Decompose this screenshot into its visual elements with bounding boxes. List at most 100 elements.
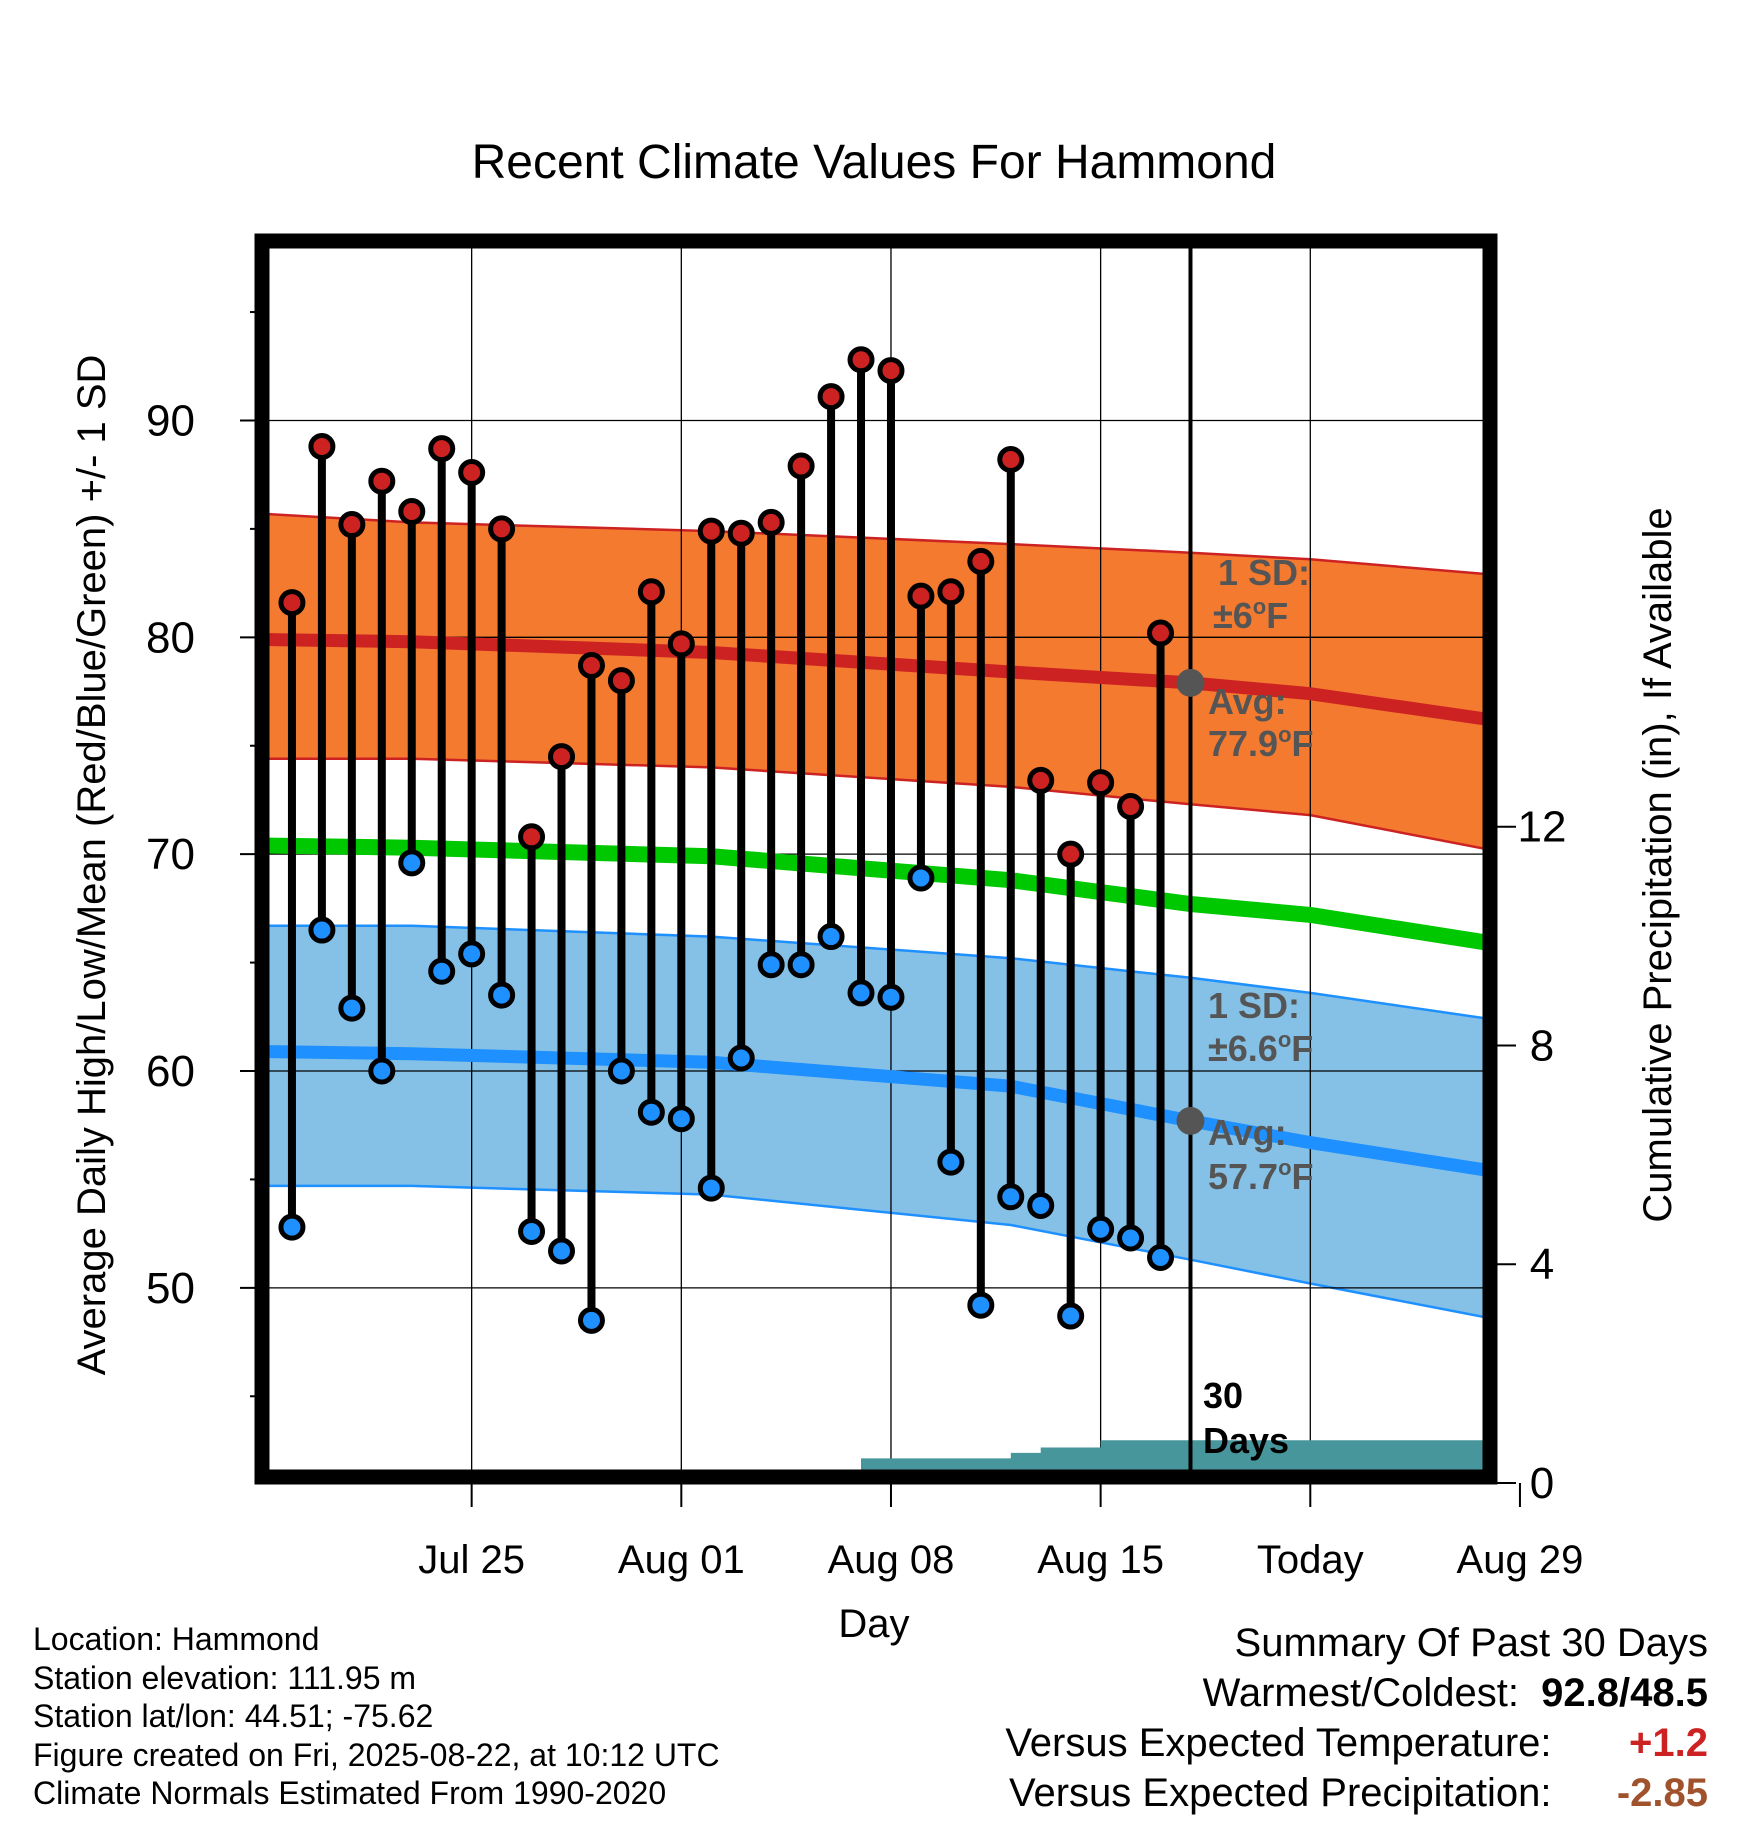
- summary-title: Summary Of Past 30 Days: [1234, 1621, 1708, 1665]
- daily-high-point: [488, 515, 516, 543]
- daily-high-point: [428, 435, 456, 463]
- daily-low-point: [577, 1306, 605, 1334]
- daily-high-point: [667, 630, 695, 658]
- y-axis-right: 0 4 8 12: [1490, 803, 1566, 1508]
- created-text: Figure created on Fri, 2025-08-22, at 10…: [33, 1736, 720, 1773]
- daily-low-point: [967, 1291, 995, 1319]
- temp-departure-value: +1.2: [1629, 1721, 1708, 1765]
- daily-low-point: [907, 864, 935, 892]
- daily-low-point: [817, 923, 845, 951]
- low-avg-title: Avg:: [1208, 1112, 1287, 1153]
- daily-low-point: [1087, 1215, 1115, 1243]
- y-left-tick-label: 60: [146, 1047, 195, 1096]
- y-left-tick-label: 70: [146, 830, 195, 879]
- daily-high-point: [308, 432, 336, 460]
- y-axis-right-label: Cumulative Precipitation (in), If Availa…: [1636, 507, 1680, 1222]
- daily-high-point: [817, 383, 845, 411]
- high-sd-value: ±6oF: [1213, 594, 1288, 636]
- warmest-coldest-row: Warmest/Coldest: 92.8/48.5: [1005, 1668, 1708, 1718]
- daily-low-point: [697, 1174, 725, 1202]
- daily-low-point: [428, 957, 456, 985]
- daily-low-point: [1117, 1224, 1145, 1252]
- elevation-text: Station elevation: 111.95 m: [33, 1659, 417, 1696]
- daily-high-point: [1087, 769, 1115, 797]
- latlon-text: Station lat/lon: 44.51; -75.62: [33, 1698, 434, 1734]
- today-low-avg-marker: [1176, 1106, 1205, 1135]
- low-sd-value: ±6.6oF: [1208, 1027, 1313, 1069]
- daily-high-point: [877, 357, 905, 385]
- warmest-coldest-value: 92.8/48.5: [1541, 1671, 1708, 1715]
- today-days-label-number: 30: [1203, 1375, 1243, 1416]
- high-sd-band: [262, 513, 1490, 850]
- daily-low-point: [458, 940, 486, 968]
- x-tick-label: Today: [1257, 1538, 1364, 1582]
- warmest-coldest-label: Warmest/Coldest:: [1202, 1671, 1519, 1715]
- daily-low-point: [368, 1057, 396, 1085]
- daily-low-point: [398, 849, 426, 877]
- x-axis-label: Day: [838, 1602, 909, 1646]
- temp-departure-row: Versus Expected Temperature: +1.2: [1005, 1718, 1708, 1768]
- plot-frame: [254, 233, 1498, 1485]
- daily-low-point: [1027, 1191, 1055, 1219]
- x-tick-label: Jul 25: [418, 1538, 525, 1582]
- normals-text: Climate Normals Estimated From 1990-2020: [33, 1775, 667, 1811]
- precip-departure-label: Versus Expected Precipitation:: [1009, 1771, 1552, 1815]
- daily-low-point: [787, 951, 815, 979]
- daily-low-point: [997, 1183, 1025, 1211]
- chart-title: Recent Climate Values For Hammond: [472, 136, 1277, 189]
- daily-high-point: [697, 517, 725, 545]
- x-tick-label: Aug 01: [618, 1538, 745, 1582]
- daily-high-point: [967, 547, 995, 575]
- daily-low-point: [937, 1148, 965, 1176]
- daily-high-point: [1117, 792, 1145, 820]
- observed-series: [278, 346, 1175, 1334]
- daily-low-point: [607, 1057, 635, 1085]
- x-tick-label: Aug 08: [828, 1538, 955, 1582]
- y-left-tick-label: 80: [146, 613, 195, 662]
- today-high-avg-marker: [1176, 668, 1205, 697]
- daily-low-point: [278, 1213, 306, 1241]
- daily-high-point: [577, 652, 605, 680]
- x-tick-label: Aug 29: [1457, 1538, 1584, 1582]
- daily-low-point: [757, 951, 785, 979]
- daily-low-point: [667, 1105, 695, 1133]
- low-avg-value: 57.7oF: [1208, 1155, 1314, 1197]
- daily-low-point: [847, 979, 875, 1007]
- daily-high-point: [518, 823, 546, 851]
- y-right-tick-label: 0: [1530, 1459, 1554, 1508]
- daily-low-point: [1147, 1243, 1175, 1271]
- daily-high-point: [637, 578, 665, 606]
- daily-high-point: [727, 519, 755, 547]
- daily-high-point: [757, 508, 785, 536]
- daily-high-point: [1057, 840, 1085, 868]
- daily-low-point: [877, 983, 905, 1011]
- station-info: Location: Hammond Station elevation: 111…: [33, 1620, 720, 1813]
- location-text: Location: Hammond: [33, 1621, 320, 1657]
- x-axis: Jul 25 Aug 01 Aug 08 Aug 15 Today Aug 29: [418, 1483, 1583, 1582]
- today-days-label-text: Days: [1203, 1420, 1289, 1461]
- precip-departure-value: -2.85: [1616, 1771, 1708, 1815]
- daily-high-point: [607, 667, 635, 695]
- temp-departure-label: Versus Expected Temperature:: [1005, 1721, 1552, 1765]
- daily-high-point: [338, 511, 366, 539]
- daily-high-point: [907, 582, 935, 610]
- daily-high-point: [368, 467, 396, 495]
- daily-low-point: [1057, 1302, 1085, 1330]
- low-sd-band: [262, 925, 1490, 1319]
- y-right-tick-label: 8: [1530, 1021, 1554, 1070]
- daily-low-point: [308, 916, 336, 944]
- daily-high-point: [548, 743, 576, 771]
- daily-low-point: [518, 1217, 546, 1245]
- daily-high-point: [398, 498, 426, 526]
- high-avg-title: Avg:: [1208, 681, 1287, 722]
- precip-departure-row: Versus Expected Precipitation: -2.85: [1005, 1768, 1708, 1818]
- daily-high-point: [278, 589, 306, 617]
- summary-block: Summary Of Past 30 Days Warmest/Coldest:…: [1005, 1618, 1708, 1818]
- y-left-tick-label: 50: [146, 1264, 195, 1313]
- daily-low-point: [548, 1237, 576, 1265]
- daily-high-point: [847, 346, 875, 374]
- daily-low-point: [488, 981, 516, 1009]
